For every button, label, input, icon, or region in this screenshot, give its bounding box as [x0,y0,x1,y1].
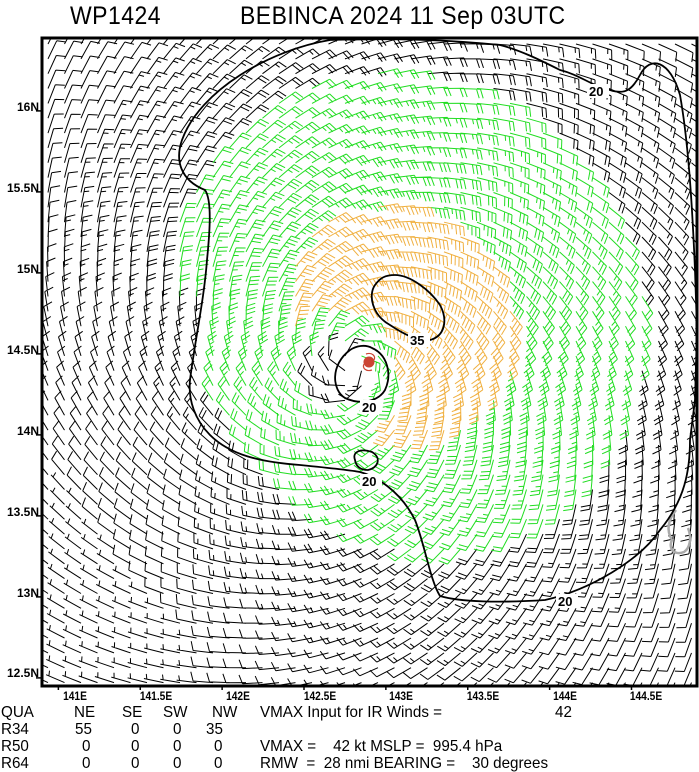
table-row: R34 55 0 0 35 [0,721,699,738]
storm-center-icon [362,352,376,372]
cell-ne: 55 [75,721,92,738]
svg-text:20: 20 [362,474,376,489]
cell-sw: 0 [173,738,182,755]
vmax-ir-value: 42 [555,704,572,721]
x-tick-label: 143E [389,689,413,703]
header-se: SE [122,704,143,721]
cell-nw: 0 [214,755,223,772]
table-row: R50 0 0 0 0 VMAX = 42 kt MSLP = 995.4 hP… [0,738,699,755]
y-tick-label: 15.5N [6,181,39,195]
rmw-bearing-line: RMW = 28 nmi BEARING = 30 degrees [260,755,549,772]
cell-sw: 0 [173,755,182,772]
header-qua: QUA [1,704,34,721]
row-label: R34 [1,721,29,738]
cell-ne: 0 [82,738,91,755]
x-tick-label: 143.5E [466,689,500,703]
svg-text:35: 35 [410,333,424,348]
header-sw: SW [163,704,188,721]
cell-se: 0 [131,755,140,772]
axis-ticks [36,110,633,690]
header-nw: NW [212,704,238,721]
cell-se: 0 [131,738,140,755]
row-label: R64 [1,755,29,772]
svg-text:20: 20 [558,594,572,609]
chart-title: WP1424 BEBINCA 2024 11 Sep 03UTC [0,0,699,34]
coastline [667,509,692,555]
x-tick-label: 144.5E [629,689,663,703]
vmax-ir-label: VMAX Input for IR Winds = [260,704,443,721]
contour-20kt [178,38,697,603]
cell-sw: 0 [173,721,182,738]
x-tick-label: 142E [226,689,250,703]
y-tick-label: 15N [16,262,39,276]
row-label: R50 [1,738,29,755]
plot-frame [40,36,699,688]
y-tick-label: 12.5N [6,666,39,680]
wind-barb-plot: 20 35 20 20 20 [36,36,699,690]
x-tick-label: 142.5E [303,689,337,703]
header-ne: NE [74,704,96,721]
svg-text:20: 20 [362,400,376,415]
x-tick-label: 141.5E [139,689,173,703]
svg-text:20: 20 [589,84,603,99]
contour-labels: 20 35 20 20 20 [360,84,609,609]
contour-35kt [370,274,446,342]
y-tick-label: 14.5N [6,343,39,357]
cell-se: 0 [131,721,140,738]
storm-title: BEBINCA 2024 11 Sep 03UTC [240,2,566,30]
cell-nw: 0 [214,738,223,755]
y-tick-label: 16N [16,100,39,114]
cell-nw: 35 [206,721,223,738]
x-tick-label: 141E [63,689,87,703]
y-tick-label: 13.5N [6,505,39,519]
y-tick-label: 14N [16,424,39,438]
x-tick-label: 144E [553,689,577,703]
y-tick-label: 13N [16,586,39,600]
table-header-row: QUA NE SE SW NW VMAX Input for IR Winds … [0,704,699,721]
table-row: R64 0 0 0 0 RMW = 28 nmi BEARING = 30 de… [0,755,699,772]
storm-id: WP1424 [70,2,161,30]
wind-barbs [42,38,697,686]
cell-ne: 0 [82,755,91,772]
vmax-mslp-line: VMAX = 42 kt MSLP = 995.4 hPa [260,738,503,755]
